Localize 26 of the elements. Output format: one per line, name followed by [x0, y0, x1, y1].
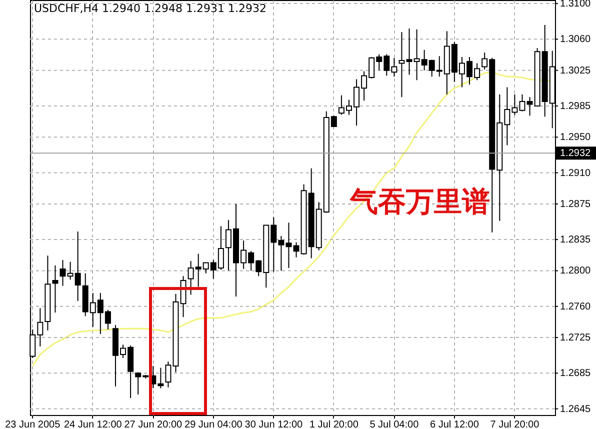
- x-tick-label: 7 Jul 20:00: [490, 420, 540, 429]
- y-tick-label: 1.2685: [560, 368, 592, 380]
- y-tick-label: 1.3060: [560, 34, 592, 46]
- x-tick-label: 5 Jul 04:00: [370, 420, 420, 429]
- x-tick-label: 1 Jul 20:00: [309, 420, 359, 429]
- y-tick-label: 1.3025: [560, 65, 592, 76]
- x-tick-label: 6 Jul 12:00: [430, 420, 480, 429]
- y-tick-label: 1.2645: [560, 404, 592, 415]
- candlestick: [398, 32, 405, 98]
- x-tick-label: 30 Jun 12:00: [244, 420, 304, 429]
- y-tick-label: 1.2800: [560, 266, 592, 277]
- y-tick-label: 1.2950: [560, 132, 592, 144]
- y-tick-label: 1.2875: [560, 198, 592, 210]
- x-tick-label: 23 Jun 2005: [5, 420, 61, 429]
- y-tick-label: 1.2725: [560, 332, 592, 344]
- x-tick-label: 27 Jun 20:00: [124, 420, 183, 429]
- x-tick-label: 24 Jun 12:00: [64, 420, 122, 429]
- y-tick-label: 1.2835: [560, 234, 592, 246]
- chart-title: USDCHF,H4 1.2940 1.2948 1.2931 1.2932: [34, 2, 266, 15]
- ref-line-label: 1.2932: [560, 148, 592, 160]
- x-tick-label: 29 Jun 04:00: [184, 420, 243, 429]
- y-tick-label: 1.3100: [560, 0, 592, 10]
- y-tick-label: 1.2985: [560, 100, 592, 112]
- y-tick-label: 1.2760: [560, 301, 592, 312]
- y-tick-label: 1.2910: [560, 168, 592, 179]
- candlestick: [52, 264, 58, 314]
